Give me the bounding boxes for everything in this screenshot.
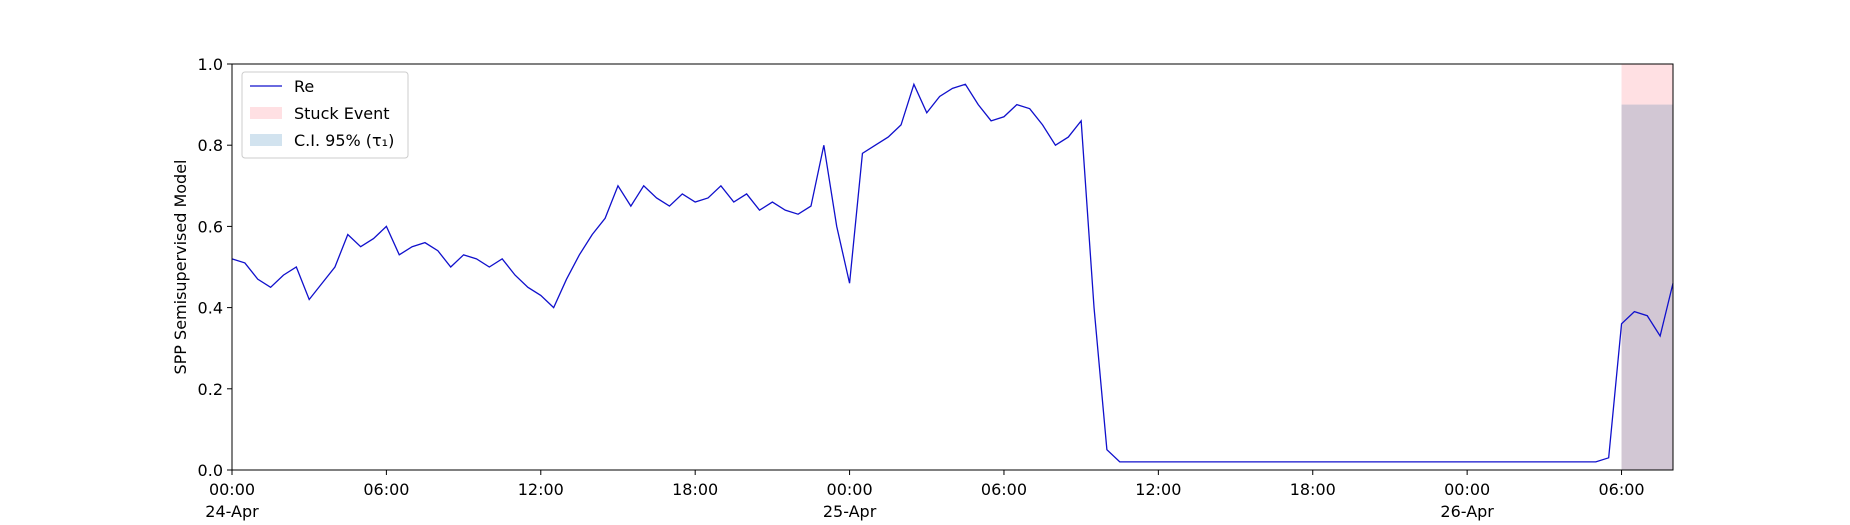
y-axis-label: SPP Semisupervised Model bbox=[171, 160, 190, 375]
x-tick-label: 06:00 bbox=[363, 480, 409, 499]
y-tick-label: 0.4 bbox=[198, 299, 223, 318]
plot-frame bbox=[231, 63, 1674, 471]
x-tick-label: 00:00 25-Apr bbox=[823, 480, 877, 521]
line bbox=[231, 82, 1674, 463]
legend-swatch bbox=[250, 134, 282, 146]
y-tick-label: 1.0 bbox=[198, 55, 223, 74]
y-tick-label: 0.0 bbox=[198, 461, 223, 480]
region bbox=[1621, 104, 1673, 470]
y-tick-label: 0.2 bbox=[198, 380, 223, 399]
y-tick-label: 0.6 bbox=[198, 217, 223, 236]
x-tick-label: 06:00 bbox=[1598, 480, 1644, 499]
legend-box bbox=[241, 71, 409, 159]
legend-label: Stuck Event bbox=[294, 104, 390, 123]
y-tick-label: 0.8 bbox=[198, 136, 223, 155]
legend-label: C.I. 95% (τ₁) bbox=[294, 131, 394, 150]
legend-label: Re bbox=[294, 77, 314, 96]
x-tick-label: 12:00 bbox=[1135, 480, 1181, 499]
x-tick-label: 00:00 26-Apr bbox=[1440, 480, 1494, 521]
x-tick-label: 18:00 bbox=[672, 480, 718, 499]
x-tick-label: 12:00 bbox=[518, 480, 564, 499]
legend-swatch bbox=[250, 107, 282, 119]
x-tick-label: 06:00 bbox=[981, 480, 1027, 499]
x-tick-label: 18:00 bbox=[1290, 480, 1336, 499]
